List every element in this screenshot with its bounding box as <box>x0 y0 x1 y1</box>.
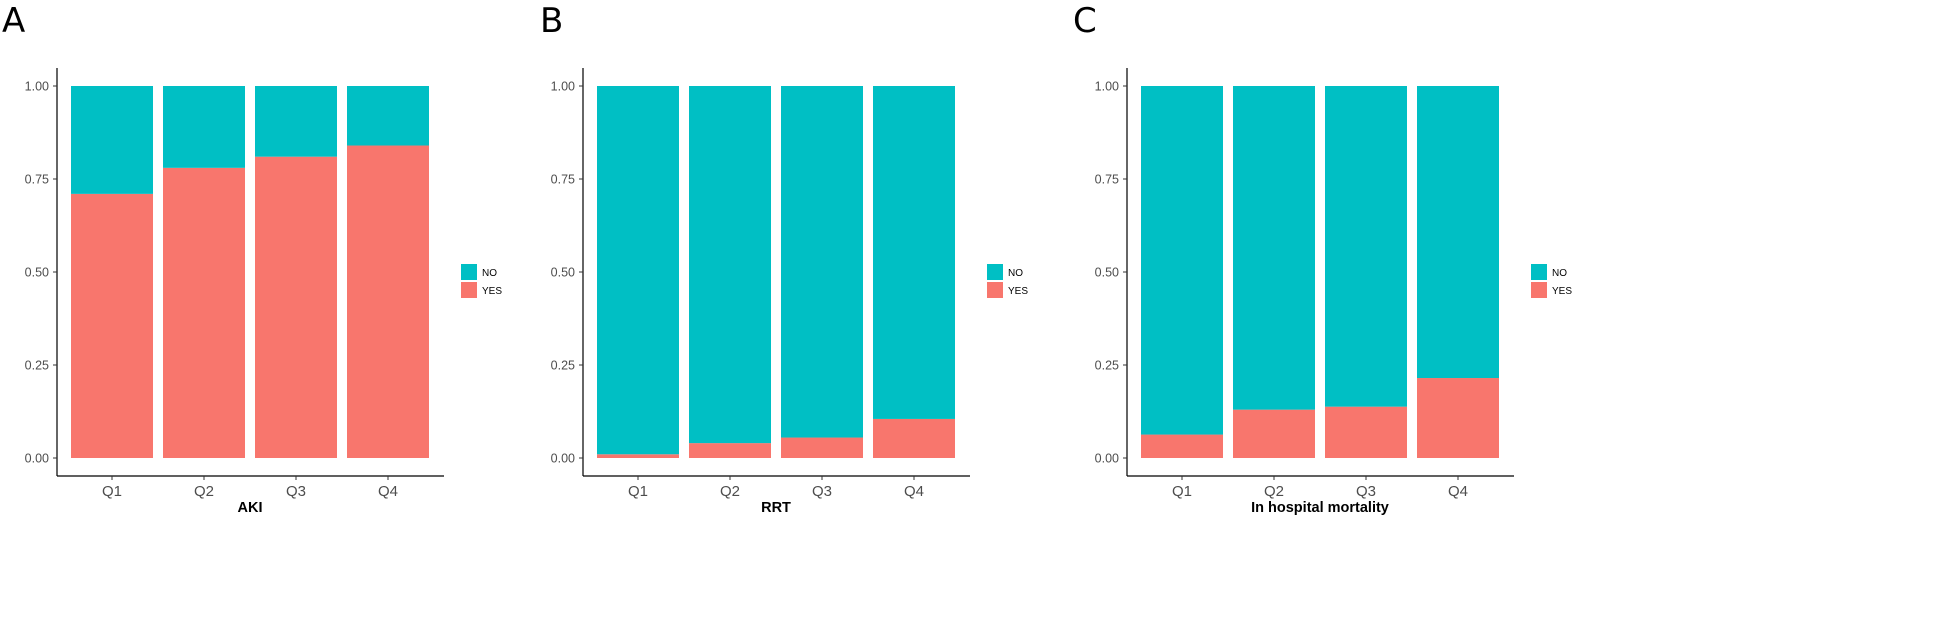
x-tick-label: Q2 <box>720 483 740 500</box>
y-tick-label: 0.00 <box>551 452 575 466</box>
bar-q4-yes <box>873 418 955 458</box>
legend-swatch-yes <box>1531 282 1547 298</box>
y-tick-label: 0.25 <box>25 359 49 373</box>
x-tick-label: Q2 <box>194 483 214 500</box>
chart-panel-c: C 0.00 0.25 0.50 0.75 1.00 Q1 Q2 Q3 Q4 In hospital… <box>1073 1 1572 516</box>
x-axis-label: In hospital mortality <box>1251 500 1389 516</box>
y-tick-label: 0.00 <box>25 452 49 466</box>
x-axis-label: AKI <box>238 500 263 516</box>
y-tick-label: 0.50 <box>25 266 49 280</box>
y-tick-label: 0.50 <box>551 266 575 280</box>
bar-q3-no <box>781 86 863 438</box>
x-axis-label: RRT <box>761 500 791 516</box>
bar-q3-no <box>255 86 337 157</box>
chart-panel-b: B 0.00 0.25 0.50 0.75 1.00 Q1 Q2 Q3 Q4 RRT NO YES <box>540 1 1028 516</box>
x-tick-label: Q4 <box>904 483 924 500</box>
bar-q2-no <box>689 86 771 444</box>
y-tick-label: 1.00 <box>1095 80 1119 94</box>
x-tick-label: Q1 <box>102 483 122 500</box>
legend-swatch-yes <box>461 282 477 298</box>
bar-q2-yes <box>1233 409 1315 458</box>
y-tick-label: 0.75 <box>551 173 575 187</box>
y-tick-label: 0.25 <box>1095 359 1119 373</box>
bar-q1-no <box>597 86 679 455</box>
legend-label-yes: YES <box>482 286 502 297</box>
panel-letter: A <box>2 1 25 41</box>
legend-swatch-yes <box>987 282 1003 298</box>
bar-q4-no <box>347 86 429 146</box>
y-tick-label: 0.75 <box>1095 173 1119 187</box>
legend-label-no: NO <box>1552 268 1567 279</box>
legend-swatch-no <box>987 264 1003 280</box>
y-tick-label: 1.00 <box>551 80 575 94</box>
y-tick-label: 0.00 <box>1095 452 1119 466</box>
x-tick-label: Q1 <box>1172 483 1192 500</box>
legend-label-no: NO <box>1008 268 1023 279</box>
bar-q3-yes <box>781 437 863 458</box>
legend-label-yes: YES <box>1552 286 1572 297</box>
bar-q1-yes <box>1141 434 1223 458</box>
y-tick-label: 0.50 <box>1095 266 1119 280</box>
panel-letter: C <box>1073 1 1097 41</box>
legend-label-yes: YES <box>1008 286 1028 297</box>
bar-q2-yes <box>689 443 771 458</box>
chart-panel-a: A 0.00 0.25 0.50 0.75 1.00 Q1 Q2 Q3 Q4 AKI NO YES <box>2 1 502 516</box>
x-tick-label: Q2 <box>1264 483 1284 500</box>
legend: NO YES <box>1531 264 1572 298</box>
legend-swatch-no <box>1531 264 1547 280</box>
bar-q3-no <box>1325 86 1407 407</box>
bar-q1-no <box>71 86 153 194</box>
bar-q4-yes <box>347 145 429 458</box>
y-tick-label: 0.25 <box>551 359 575 373</box>
bar-q4-yes <box>1417 378 1499 458</box>
legend-label-no: NO <box>482 268 497 279</box>
bar-q4-no <box>1417 86 1499 379</box>
bar-q1-yes <box>597 454 679 458</box>
bar-q2-no <box>163 86 245 168</box>
legend: NO YES <box>987 264 1028 298</box>
y-tick-label: 0.75 <box>25 173 49 187</box>
legend: NO YES <box>461 264 502 298</box>
bar-q4-no <box>873 86 955 419</box>
x-tick-label: Q4 <box>378 483 398 500</box>
legend-swatch-no <box>461 264 477 280</box>
x-tick-label: Q1 <box>628 483 648 500</box>
bar-q3-yes <box>255 156 337 458</box>
bar-q2-no <box>1233 86 1315 410</box>
x-tick-label: Q3 <box>286 483 306 500</box>
x-tick-label: Q4 <box>1448 483 1468 500</box>
bar-q2-yes <box>163 167 245 458</box>
x-tick-label: Q3 <box>1356 483 1376 500</box>
x-tick-label: Q3 <box>812 483 832 500</box>
bar-q3-yes <box>1325 406 1407 458</box>
y-tick-label: 1.00 <box>25 80 49 94</box>
bar-q1-no <box>1141 86 1223 435</box>
bar-q1-yes <box>71 193 153 458</box>
panel-letter: B <box>540 1 563 41</box>
